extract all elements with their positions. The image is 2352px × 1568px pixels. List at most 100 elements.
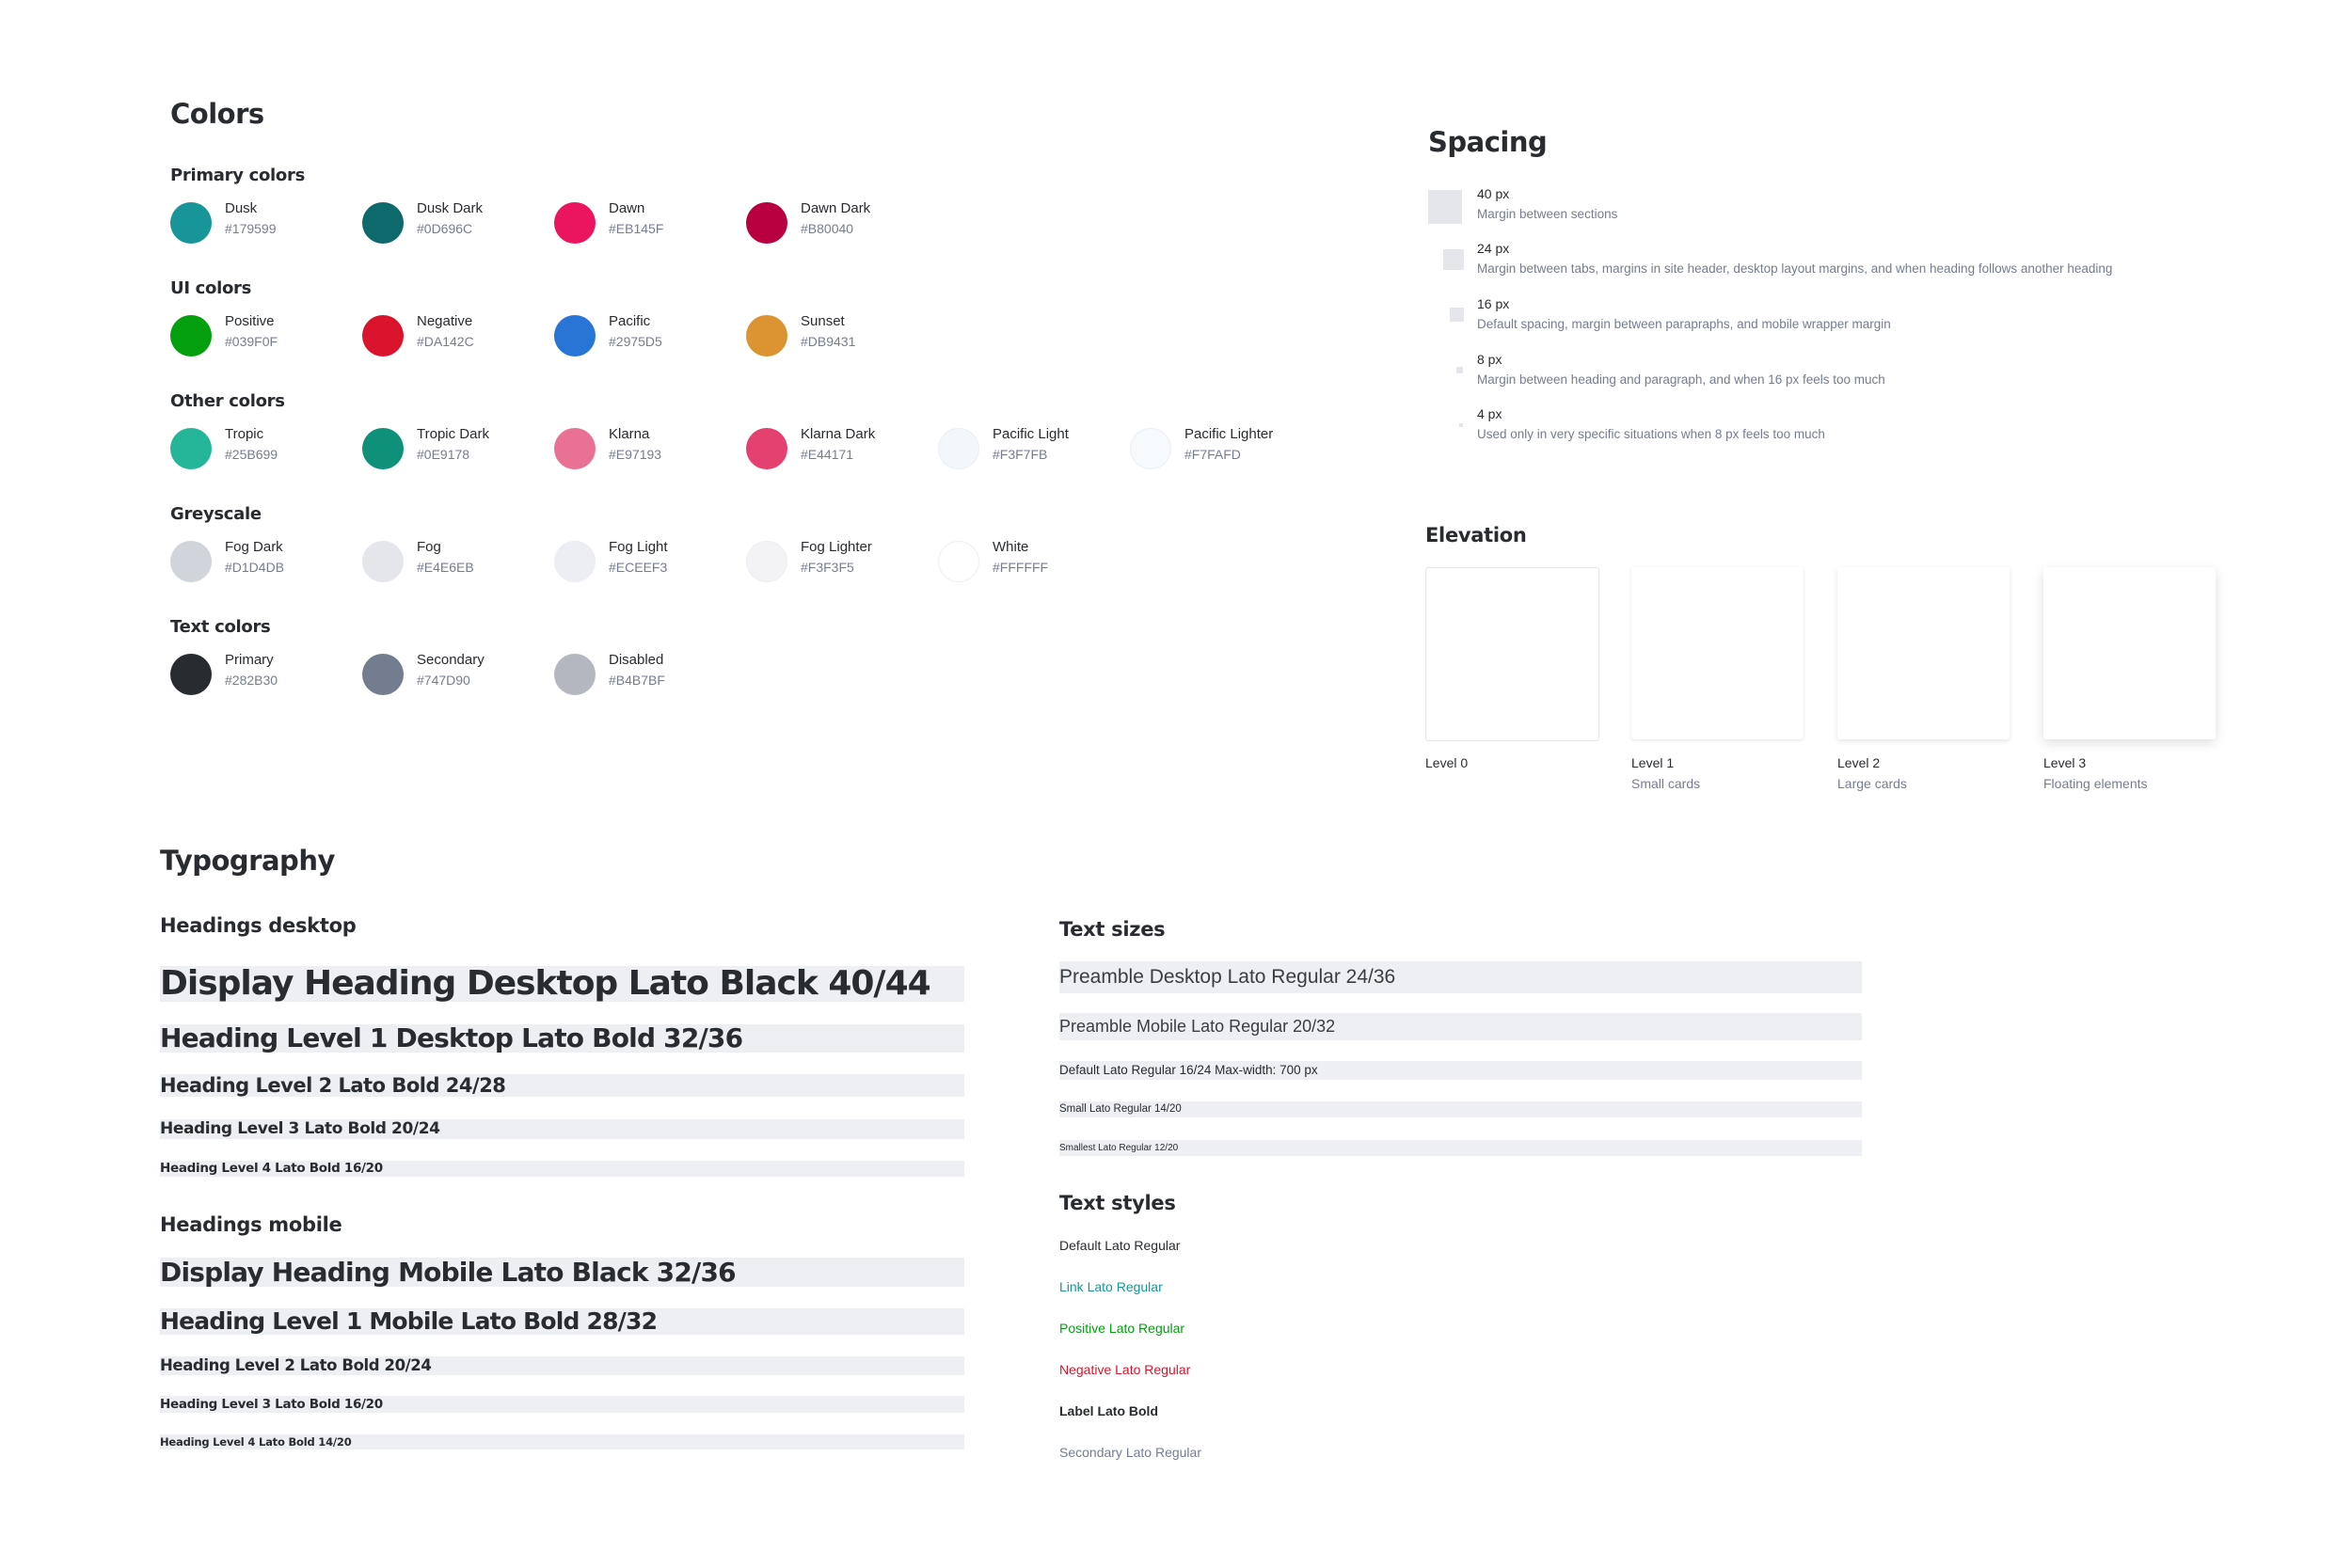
- color-dot: [362, 654, 404, 695]
- color-hex: #2975D5: [609, 334, 662, 349]
- color-dot: [1130, 428, 1171, 469]
- text-style-label: Label Lato Bold: [1059, 1403, 1158, 1418]
- color-hex: #B4B7BF: [609, 673, 665, 688]
- color-name: Pacific Lighter: [1184, 426, 1274, 442]
- color-hex: #E4E6EB: [417, 560, 474, 575]
- heading-sample-h4-mobile: Heading Level 4 Lato Bold 14/20: [160, 1434, 964, 1449]
- color-name: Klarna Dark: [801, 426, 876, 442]
- heading-sample-h1: Heading Level 1 Desktop Lato Bold 32/36: [160, 1024, 964, 1053]
- color-dot: [170, 202, 212, 244]
- color-hex: #D1D4DB: [225, 560, 285, 575]
- spacing-title: Spacing: [1428, 126, 1548, 158]
- heading-sample-display-mobile: Display Heading Mobile Lato Black 32/36: [160, 1258, 964, 1287]
- spacing-description: Margin between heading and paragraph, an…: [1477, 372, 1885, 387]
- color-dot: [746, 202, 787, 244]
- color-hex: #E97193: [609, 447, 662, 462]
- elevation-level-name: Level 3: [2043, 755, 2087, 770]
- text-sizes-label: Text sizes: [1059, 918, 1166, 941]
- color-dot: [554, 541, 596, 582]
- color-dot: [362, 541, 404, 582]
- color-swatch: Tropic #25B699: [170, 426, 358, 473]
- color-swatch: Fog #E4E6EB: [362, 539, 550, 586]
- color-name: Dusk: [225, 200, 258, 216]
- elevation-level-desc: Large cards: [1837, 776, 1907, 791]
- heading-sample-h1-mobile: Heading Level 1 Mobile Lato Bold 28/32: [160, 1308, 964, 1335]
- color-swatch: White #FFFFFF: [938, 539, 1126, 586]
- color-swatch: Dusk #179599: [170, 200, 358, 247]
- heading-sample-h3-mobile: Heading Level 3 Lato Bold 16/20: [160, 1396, 964, 1413]
- color-swatch: Pacific Light #F3F7FB: [938, 426, 1126, 473]
- text-style-secondary: Secondary Lato Regular: [1059, 1445, 1201, 1460]
- elevation-level-desc: Small cards: [1631, 776, 1701, 791]
- color-swatch: Primary #282B30: [170, 652, 358, 699]
- swatch-row: Tropic #25B699 Tropic Dark #0E9178 Klarna #E9…: [170, 426, 1273, 473]
- swatch-row: Fog Dark #D1D4DB Fog #E4E6EB Fog Light #ECEEF…: [170, 539, 1048, 586]
- color-hex: #747D90: [417, 673, 470, 688]
- color-swatch: Negative #DA142C: [362, 313, 550, 360]
- color-swatch: Pacific Lighter #F7FAFD: [1130, 426, 1318, 473]
- spacing-sample-40: [1428, 190, 1462, 224]
- spacing-item-24: 24 px Margin between tabs, margins in si…: [1428, 241, 2275, 278]
- color-group: Primary colors Dusk #179599 Dusk Dark #0D696…: [170, 166, 870, 247]
- color-group-label: Other colors: [170, 391, 285, 411]
- swatch-row: Primary #282B30 Secondary #747D90 Disabled #B…: [170, 652, 665, 699]
- color-swatch: Tropic Dark #0E9178: [362, 426, 550, 473]
- heading-sample-text: Heading Level 2 Lato Bold 20/24: [160, 1356, 432, 1374]
- color-swatch: Klarna Dark #E44171: [746, 426, 934, 473]
- color-dot: [938, 428, 979, 469]
- color-group-label: Primary colors: [170, 166, 305, 185]
- text-size-sample: Smallest Lato Regular 12/20: [1059, 1143, 1179, 1153]
- color-hex: #ECEEF3: [609, 560, 668, 575]
- text-style-positive: Positive Lato Regular: [1059, 1321, 1185, 1336]
- heading-sample-text: Display Heading Mobile Lato Black 32/36: [160, 1257, 737, 1288]
- heading-sample-h2: Heading Level 2 Lato Bold 24/28: [160, 1074, 964, 1097]
- spacing-sample-24: [1443, 249, 1464, 270]
- color-group: Text colors Primary #282B30 Secondary #747D9…: [170, 617, 665, 699]
- color-swatch: Klarna #E97193: [554, 426, 742, 473]
- color-dot: [554, 315, 596, 356]
- color-name: Secondary: [417, 652, 485, 668]
- heading-sample-text: Display Heading Desktop Lato Black 40/44: [160, 964, 931, 1003]
- spacing-size: 4 px: [1477, 406, 1502, 421]
- text-style-link[interactable]: Link Lato Regular: [1059, 1279, 1163, 1294]
- color-name: Fog Light: [609, 539, 668, 555]
- color-dot: [746, 541, 787, 582]
- color-swatch: Pacific #2975D5: [554, 313, 742, 360]
- headings-desktop-label: Headings desktop: [160, 914, 357, 937]
- color-name: Pacific: [609, 313, 651, 329]
- headings-mobile-label: Headings mobile: [160, 1213, 342, 1236]
- elevation-level-desc: Floating elements: [2043, 776, 2148, 791]
- color-dot: [362, 315, 404, 356]
- swatch-row: Positive #039F0F Negative #DA142C Pacific #29…: [170, 313, 855, 360]
- elevation-card-level-0: [1425, 567, 1599, 741]
- color-dot: [554, 654, 596, 695]
- heading-sample-text: Heading Level 1 Desktop Lato Bold 32/36: [160, 1022, 743, 1053]
- spacing-sample-16: [1450, 308, 1464, 322]
- color-dot: [746, 428, 787, 469]
- color-dot: [554, 202, 596, 244]
- color-name: Tropic: [225, 426, 264, 442]
- elevation-level-name: Level 1: [1631, 755, 1675, 770]
- color-swatch: Dawn #EB145F: [554, 200, 742, 247]
- color-hex: #B80040: [801, 221, 854, 236]
- text-styles-label: Text styles: [1059, 1192, 1176, 1214]
- color-name: Negative: [417, 313, 473, 329]
- color-hex: #E44171: [801, 447, 854, 462]
- color-dot: [362, 202, 404, 244]
- heading-sample-display: Display Heading Desktop Lato Black 40/44: [160, 966, 964, 1002]
- color-name: Dawn: [609, 200, 645, 216]
- color-name: Primary: [225, 652, 274, 668]
- color-dot: [170, 315, 212, 356]
- color-hex: #F3F7FB: [993, 447, 1048, 462]
- color-hex: #0E9178: [417, 447, 470, 462]
- spacing-size: 16 px: [1477, 296, 1510, 311]
- color-swatch: Fog Light #ECEEF3: [554, 539, 742, 586]
- color-name: Klarna: [609, 426, 650, 442]
- color-group-label: Greyscale: [170, 504, 262, 524]
- color-dot: [170, 428, 212, 469]
- color-name: Fog: [417, 539, 441, 555]
- heading-sample-text: Heading Level 1 Mobile Lato Bold 28/32: [160, 1307, 658, 1335]
- text-size-preamble-mobile: Preamble Mobile Lato Regular 20/32: [1059, 1013, 1862, 1040]
- heading-sample-text: Heading Level 3 Lato Bold 20/24: [160, 1119, 440, 1138]
- spacing-item-4: 4 px Used only in very specific situatio…: [1428, 406, 2275, 444]
